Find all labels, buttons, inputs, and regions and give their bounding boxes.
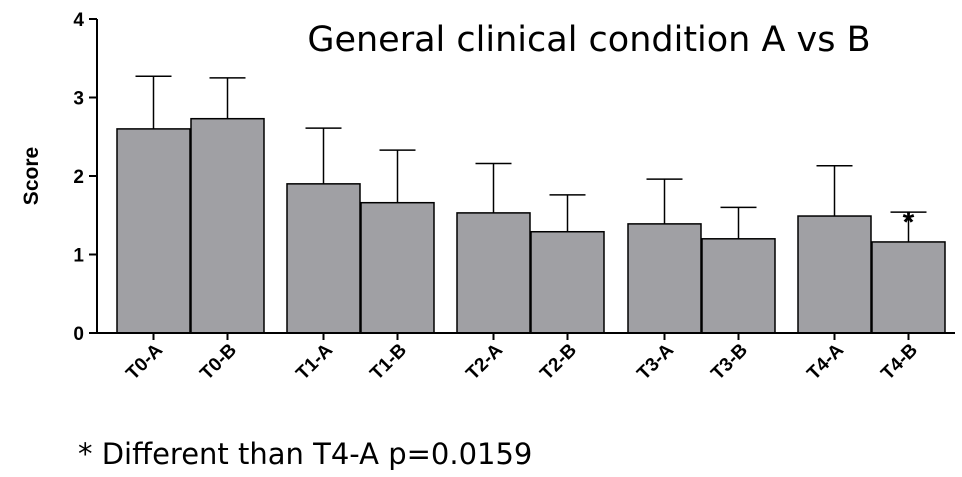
x-tick-label-t1-a: T1-A: [292, 339, 337, 384]
x-tick-label-t3-a: T3-A: [633, 339, 678, 384]
x-tick-label-t2-b: T2-B: [536, 340, 581, 385]
y-axis-label: Score: [20, 147, 43, 205]
significance-star: *: [903, 206, 915, 239]
bar-t2-b: [530, 230, 605, 334]
bar-t4-a: [797, 215, 872, 334]
footnote: * Different than T4-A p=0.0159: [78, 437, 533, 471]
x-tick-label-t4-b: T4-B: [877, 340, 922, 385]
y-tick-label: 2: [73, 167, 84, 188]
y-tick-label: 0: [73, 324, 84, 345]
x-tick-label-t2-a: T2-A: [462, 339, 507, 384]
y-tick-label: 3: [73, 89, 84, 110]
x-tick-label-t3-b: T3-B: [707, 340, 752, 385]
bar-t4-b: [871, 241, 946, 334]
bar-t2-a: [456, 212, 531, 334]
y-tick-label: 4: [73, 10, 84, 31]
bar-t3-a: [627, 223, 702, 334]
chart-title: General clinical condition A vs B: [307, 20, 870, 60]
y-tick-label: 1: [73, 246, 84, 267]
x-tick-label-t0-a: T0-A: [122, 339, 167, 384]
x-tick-label-t0-b: T0-B: [196, 340, 241, 385]
bar-t0-a: [116, 128, 191, 334]
bar-t1-a: [286, 183, 361, 334]
x-tick-label-t4-a: T4-A: [803, 339, 848, 384]
bar-t3-b: [701, 238, 776, 334]
bar-t1-b: [360, 201, 435, 334]
bar-t0-b: [190, 117, 265, 334]
bar-chart: General clinical condition A vs B Score * 0…: [20, 10, 955, 385]
x-tick-label-t1-b: T1-B: [366, 340, 411, 385]
